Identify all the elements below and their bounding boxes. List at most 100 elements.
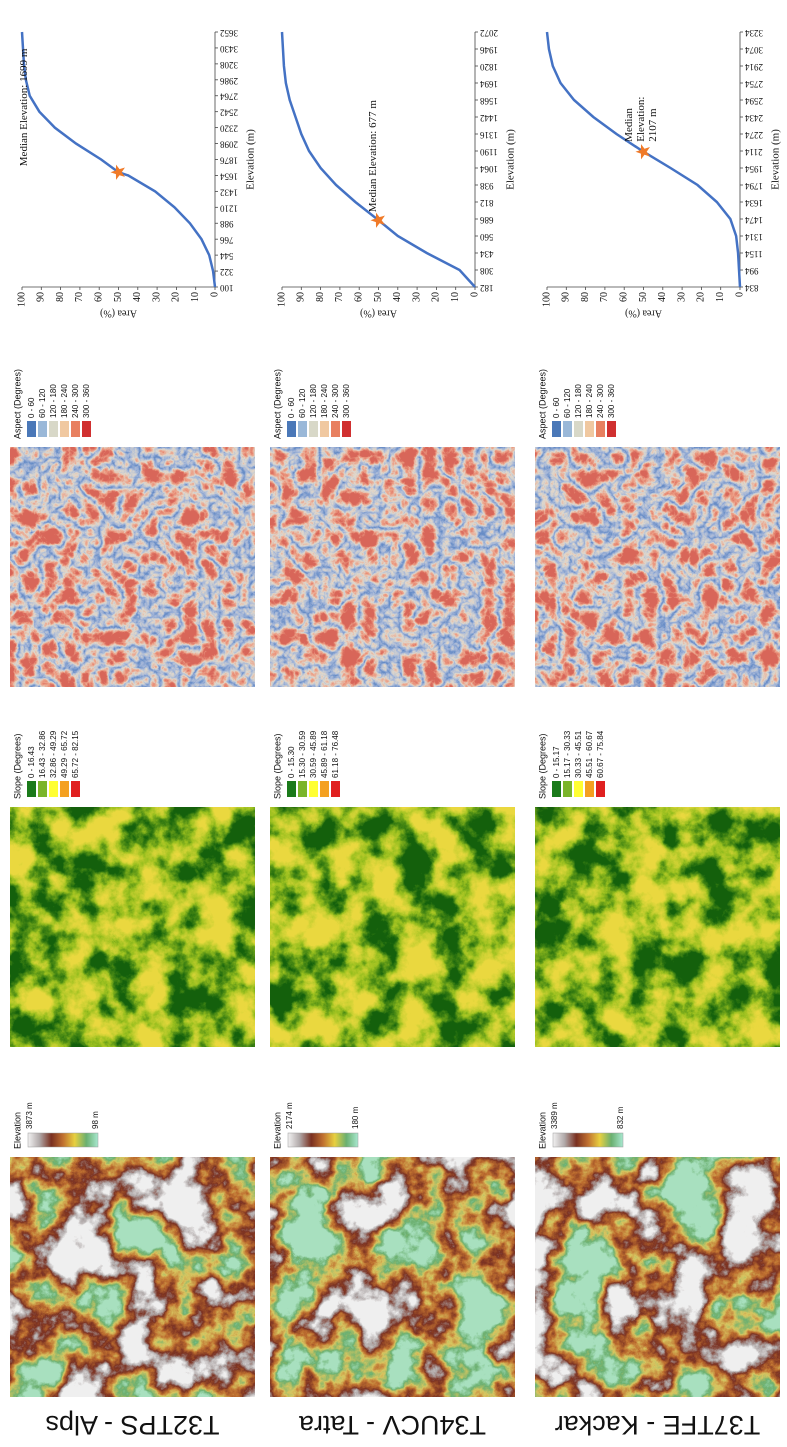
x-tick-label: 686	[480, 215, 494, 225]
x-tick-label: 1694	[480, 79, 499, 89]
legend-label: 30.33 - 45.51	[574, 730, 583, 778]
y-tick-label: 0	[209, 292, 220, 297]
y-tick-label: 30	[151, 292, 162, 302]
legend-swatch	[71, 421, 80, 437]
x-tick-label: 1210	[220, 203, 239, 213]
x-tick-label: 2986	[220, 76, 239, 86]
legend-label: 60.67 - 75.84	[596, 730, 605, 778]
x-tick-label: 3208	[220, 60, 239, 70]
elevation-map	[270, 1157, 515, 1397]
x-tick-label: 994	[745, 266, 759, 276]
elevation-map	[10, 1157, 255, 1397]
median-annotation: Median	[623, 108, 635, 142]
legend-label: 16.43 - 32.86	[38, 730, 47, 778]
legend-title: Elevation	[12, 1112, 22, 1149]
legend-swatch	[585, 421, 594, 437]
legend-label: 0 - 60	[287, 397, 296, 418]
y-tick-label: 40	[392, 292, 403, 302]
legend-swatch	[82, 421, 91, 437]
y-tick-label: 90	[36, 292, 47, 302]
x-tick-label: 1946	[480, 45, 499, 55]
median-annotation: Median Elevation: 1699 m	[18, 48, 30, 166]
legend-label: 0 - 15.30	[287, 746, 296, 778]
x-tick-label: 560	[480, 232, 494, 242]
elevation-colorbar	[553, 1133, 623, 1147]
median-annotation: Elevation:	[635, 97, 647, 142]
y-tick-label: 60	[618, 292, 629, 302]
y-tick-label: 0	[734, 292, 745, 297]
y-tick-label: 30	[676, 292, 687, 302]
y-tick-label: 40	[132, 292, 143, 302]
y-tick-label: 10	[450, 292, 461, 302]
legend-swatch	[27, 781, 36, 797]
x-tick-label: 322	[220, 267, 234, 277]
legend-title: Slope (Degrees)	[12, 733, 22, 799]
legend-label: 300 - 360	[607, 384, 616, 418]
x-tick-label: 182	[480, 283, 494, 293]
median-annotation: 2107 m	[647, 108, 659, 142]
median-annotation: Median Elevation: 677 m	[367, 100, 379, 213]
x-tick-label: 3652	[220, 28, 238, 38]
y-tick-label: 100	[16, 292, 27, 307]
x-tick-label: 2914	[745, 62, 764, 72]
y-tick-label: 0	[469, 292, 480, 297]
legend-title: Aspect (Degrees)	[272, 369, 282, 439]
legend-label: 0 - 15.17	[552, 746, 561, 778]
x-tick-label: 2098	[220, 140, 239, 150]
legend-swatch	[320, 781, 329, 797]
figure: T32TPS - AlpsElevation3873 m98 mSlope (D…	[0, 0, 787, 1447]
legend-max: 2174 m	[285, 1102, 294, 1129]
elevation-colorbar	[28, 1133, 98, 1147]
legend-swatch	[585, 781, 594, 797]
legend-label: 180 - 240	[320, 384, 329, 418]
legend-swatch	[574, 421, 583, 437]
hypsometric-curve	[547, 32, 740, 287]
legend-swatch	[38, 781, 47, 797]
x-tick-label: 938	[480, 181, 494, 191]
legend-label: 120 - 180	[309, 384, 318, 418]
row-title: T32TPS - Alps	[45, 1410, 219, 1440]
legend-swatch	[552, 421, 561, 437]
legend-label: 60 - 120	[298, 388, 307, 418]
y-tick-label: 10	[715, 292, 726, 302]
x-tick-label: 2764	[220, 92, 239, 102]
x-tick-label: 2114	[745, 147, 763, 157]
x-tick-label: 1316	[480, 130, 499, 140]
legend-swatch	[309, 781, 318, 797]
legend-swatch	[60, 421, 69, 437]
x-axis-label: Elevation (m)	[770, 129, 782, 190]
legend-label: 45.89 - 61.18	[320, 730, 329, 778]
y-tick-label: 50	[373, 292, 384, 302]
legend-label: 45.51 - 60.67	[585, 730, 594, 778]
x-tick-label: 1954	[745, 164, 764, 174]
legend-title: Aspect (Degrees)	[12, 369, 22, 439]
x-tick-label: 988	[220, 219, 234, 229]
legend-title: Aspect (Degrees)	[537, 369, 547, 439]
x-tick-label: 1794	[745, 181, 764, 191]
x-tick-label: 1474	[745, 215, 764, 225]
legend-label: 60 - 120	[38, 388, 47, 418]
x-tick-label: 308	[480, 266, 494, 276]
x-tick-label: 2594	[745, 96, 764, 106]
elevation-map	[535, 1157, 780, 1397]
legend-swatch	[331, 421, 340, 437]
x-axis-label: Elevation (m)	[245, 129, 257, 190]
legend-swatch	[331, 781, 340, 797]
x-tick-label: 434	[480, 249, 494, 259]
y-tick-label: 80	[55, 292, 66, 302]
y-tick-label: 70	[74, 292, 85, 302]
x-tick-label: 1190	[480, 147, 498, 157]
y-tick-label: 30	[411, 292, 422, 302]
x-tick-label: 1568	[480, 96, 499, 106]
y-tick-label: 70	[334, 292, 345, 302]
legend-title: Slope (Degrees)	[537, 733, 547, 799]
y-tick-label: 90	[561, 292, 572, 302]
legend-swatch	[298, 421, 307, 437]
legend-swatch	[563, 421, 572, 437]
x-tick-label: 2320	[220, 124, 239, 134]
y-tick-label: 50	[638, 292, 649, 302]
slope-map	[10, 807, 255, 1047]
x-tick-label: 100	[220, 283, 234, 293]
legend-label: 120 - 180	[49, 384, 58, 418]
elevation-colorbar	[288, 1133, 358, 1147]
